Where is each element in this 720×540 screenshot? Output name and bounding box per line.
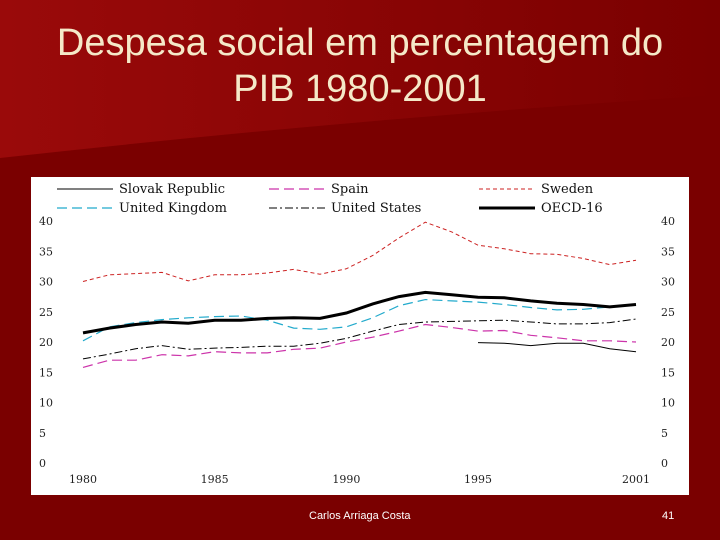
y-tick-label-right: 35	[661, 245, 675, 258]
x-tick-label: 1995	[464, 473, 492, 486]
series-line-2	[82, 221, 637, 282]
y-tick-label-left: 35	[39, 245, 53, 258]
footer-author: Carlos Arriaga Costa	[309, 510, 411, 522]
slide-title: Despesa social em percentagem do PIB 198…	[20, 20, 700, 112]
series-line-4	[82, 318, 637, 360]
legend-entry-label: Sweden	[541, 182, 594, 197]
slide-title-line2: PIB 1980-2001	[233, 68, 487, 110]
y-tick-label-left: 20	[39, 336, 53, 349]
x-tick-label: 2001	[622, 473, 650, 486]
series-line-0	[477, 342, 637, 353]
y-tick-label-right: 20	[661, 336, 675, 349]
y-tick-label-left: 40	[39, 215, 53, 228]
y-tick-label-right: 25	[661, 306, 675, 319]
y-tick-label-right: 0	[661, 457, 668, 470]
x-tick-label: 1980	[69, 473, 97, 486]
y-tick-label-left: 0	[39, 457, 46, 470]
series-line-3	[82, 298, 637, 342]
series-line-1	[82, 323, 637, 368]
series-line-5	[82, 290, 637, 335]
y-tick-label-left: 25	[39, 306, 53, 319]
legend-entry-label: Slovak Republic	[119, 182, 225, 197]
page-number: 41	[662, 510, 675, 522]
legend-entry-label: OECD-16	[541, 201, 603, 216]
y-tick-label-right: 40	[661, 215, 675, 228]
line-chart: 0 0 5 5 10 10 15 15 20 20 25 25 30 30 35 35 40 40 1980 1985…	[39, 182, 675, 486]
chart-panel: 0 0 5 5 10 10 15 15 20 20 25 25 30 30 35 35 40 40 1980 1985…	[31, 177, 689, 495]
y-tick-label-right: 15	[661, 366, 675, 379]
legend-entry-label: United States	[331, 201, 421, 216]
x-tick-label: 1990	[332, 473, 360, 486]
y-tick-label-right: 10	[661, 397, 675, 410]
y-tick-label-right: 30	[661, 276, 675, 289]
legend-entry-label: Spain	[331, 182, 369, 197]
y-tick-label-left: 15	[39, 366, 53, 379]
y-tick-label-right: 5	[661, 427, 668, 440]
x-tick-label: 1985	[201, 473, 229, 486]
legend-entry-label: United Kingdom	[119, 201, 227, 216]
y-tick-label-left: 5	[39, 427, 46, 440]
y-tick-label-left: 10	[39, 397, 53, 410]
slide-title-line1: Despesa social em percentagem do	[56, 22, 664, 64]
y-tick-label-left: 30	[39, 276, 53, 289]
